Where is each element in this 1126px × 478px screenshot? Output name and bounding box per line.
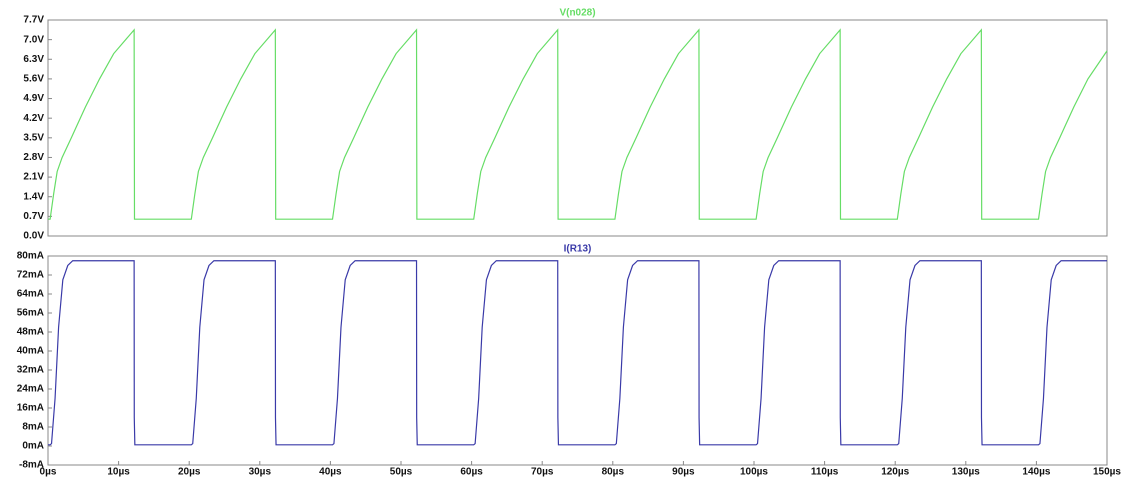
x-tick-label: 80µs [602, 467, 625, 478]
y-tick-label: 24mA [17, 384, 44, 395]
x-tick-label: 70µs [531, 467, 554, 478]
y-tick-label: 72mA [17, 270, 44, 281]
y-tick-label: 56mA [17, 308, 44, 319]
x-tick-label: 90µs [672, 467, 695, 478]
x-tick-label: 150µs [1093, 467, 1121, 478]
y-tick-label: 4.2V [23, 113, 44, 124]
y-tick-label: 1.4V [23, 191, 44, 202]
y-tick-label: -8mA [19, 460, 44, 471]
x-tick-label: 60µs [460, 467, 483, 478]
y-tick-label: 7.7V [23, 15, 44, 26]
y-tick-label: 0.0V [23, 231, 44, 242]
x-tick-label: 40µs [319, 467, 342, 478]
y-tick-label: 64mA [17, 289, 44, 300]
y-tick-label: 80mA [17, 251, 44, 262]
x-tick-label: 0µs [40, 467, 57, 478]
x-tick-label: 10µs [107, 467, 130, 478]
y-tick-label: 2.1V [23, 172, 44, 183]
y-tick-label: 7.0V [23, 34, 44, 45]
y-tick-label: 0mA [22, 441, 44, 452]
x-tick-label: 130µs [952, 467, 980, 478]
y-tick-label: 4.9V [23, 93, 44, 104]
pane-title: I(R13) [564, 244, 592, 255]
x-tick-label: 100µs [740, 467, 768, 478]
y-tick-label: 0.7V [23, 211, 44, 222]
pane-title: V(n028) [559, 8, 595, 19]
x-tick-label: 140µs [1022, 467, 1050, 478]
y-tick-label: 5.6V [23, 74, 44, 85]
x-tick-label: 50µs [390, 467, 413, 478]
y-tick-label: 8mA [22, 422, 44, 433]
trace [48, 260, 1107, 446]
plot-frame [47, 19, 1108, 237]
y-tick-label: 32mA [17, 365, 44, 376]
y-tick-label: 2.8V [23, 152, 44, 163]
y-tick-label: 48mA [17, 327, 44, 338]
x-tick-label: 120µs [881, 467, 909, 478]
plot-frame [47, 255, 1108, 466]
y-tick-label: 3.5V [23, 132, 44, 143]
x-tick-label: 20µs [178, 467, 201, 478]
y-tick-label: 6.3V [23, 54, 44, 65]
x-tick-label: 30µs [249, 467, 272, 478]
trace [48, 28, 1108, 220]
x-tick-label: 110µs [811, 467, 839, 478]
y-tick-label: 16mA [17, 403, 44, 414]
y-tick-label: 40mA [17, 346, 44, 357]
